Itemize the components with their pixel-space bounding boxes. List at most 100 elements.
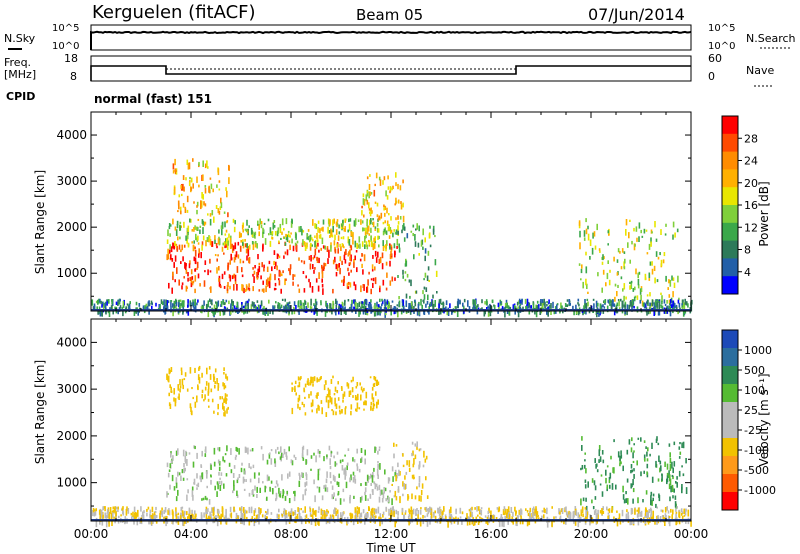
data-cell <box>519 519 522 525</box>
data-cell <box>104 302 106 308</box>
data-cell <box>231 248 234 253</box>
data-cell <box>186 237 188 244</box>
data-cell <box>314 519 317 527</box>
data-cell <box>355 515 358 521</box>
data-cell <box>424 507 426 511</box>
data-cell <box>181 469 184 474</box>
data-cell <box>397 275 399 278</box>
data-cell <box>584 459 586 462</box>
data-cell <box>499 301 502 304</box>
data-cell <box>335 498 337 501</box>
data-cell <box>391 483 393 486</box>
data-cell <box>372 243 375 251</box>
data-cell <box>303 260 306 265</box>
data-cell <box>634 508 636 515</box>
data-cell <box>321 278 323 283</box>
data-cell <box>384 469 386 475</box>
data-cell <box>394 231 397 235</box>
velocity-heatmap <box>91 365 692 528</box>
data-cell <box>106 299 108 306</box>
data-cell <box>648 243 651 250</box>
data-cell <box>434 300 436 307</box>
data-cell <box>477 519 480 525</box>
data-cell <box>603 306 606 309</box>
data-cell <box>657 256 660 260</box>
data-cell <box>193 227 195 232</box>
data-cell <box>354 515 357 520</box>
data-cell <box>180 367 183 371</box>
data-cell <box>368 208 371 211</box>
data-cell <box>105 520 108 528</box>
data-cell <box>479 516 481 519</box>
data-cell <box>137 509 139 517</box>
data-cell <box>637 437 640 440</box>
data-cell <box>405 293 408 299</box>
data-cell <box>288 471 291 477</box>
data-cell <box>405 483 407 489</box>
data-cell <box>429 303 431 307</box>
data-cell <box>301 401 304 405</box>
data-cell <box>230 448 232 455</box>
data-cell <box>250 506 253 511</box>
data-cell <box>381 263 384 270</box>
data-cell <box>388 477 391 482</box>
data-cell <box>208 236 211 242</box>
data-cell <box>678 509 681 514</box>
data-cell <box>291 238 293 244</box>
data-cell <box>231 275 234 280</box>
data-cell <box>591 499 593 504</box>
colorbar-segment <box>722 420 738 439</box>
data-cell <box>240 467 243 473</box>
data-cell <box>220 513 222 520</box>
data-cell <box>341 514 343 522</box>
colorbar-segment <box>722 116 738 135</box>
data-cell <box>607 299 609 303</box>
colorbar-segment <box>722 366 738 385</box>
data-cell <box>240 239 242 243</box>
data-cell <box>274 485 277 488</box>
data-cell <box>207 388 210 394</box>
data-cell <box>619 519 622 525</box>
data-cell <box>215 205 218 209</box>
data-cell <box>229 237 232 243</box>
data-cell <box>353 495 355 499</box>
data-cell <box>289 264 292 270</box>
data-cell <box>326 487 329 493</box>
data-cell <box>359 382 361 386</box>
data-cell <box>629 520 631 526</box>
colorbar-segment <box>722 438 738 457</box>
data-cell <box>434 235 436 238</box>
data-cell <box>477 307 480 311</box>
data-cell <box>135 301 138 306</box>
data-cell <box>264 485 266 493</box>
data-cell <box>364 235 366 243</box>
data-cell <box>239 245 242 252</box>
data-cell <box>637 279 640 286</box>
data-cell <box>424 458 427 463</box>
data-cell <box>368 240 371 246</box>
colorbar-tick-label: -500 <box>744 464 769 477</box>
data-cell <box>411 452 413 457</box>
data-cell <box>283 448 286 455</box>
data-cell <box>617 299 620 302</box>
data-cell <box>248 257 250 263</box>
data-cell <box>303 305 305 313</box>
data-cell <box>668 483 671 490</box>
data-cell <box>667 510 670 514</box>
data-cell <box>534 511 536 517</box>
data-cell <box>595 464 597 469</box>
data-cell <box>514 506 516 512</box>
data-cell <box>268 260 271 265</box>
data-cell <box>350 379 353 383</box>
data-cell <box>441 302 443 305</box>
data-cell <box>388 224 390 231</box>
data-cell <box>252 464 255 469</box>
data-cell <box>402 493 404 497</box>
data-cell <box>637 513 639 518</box>
data-cell <box>668 443 671 447</box>
data-cell <box>335 263 338 270</box>
data-cell <box>512 511 514 517</box>
data-cell <box>328 252 330 258</box>
data-cell <box>190 276 193 283</box>
data-cell <box>589 519 591 526</box>
